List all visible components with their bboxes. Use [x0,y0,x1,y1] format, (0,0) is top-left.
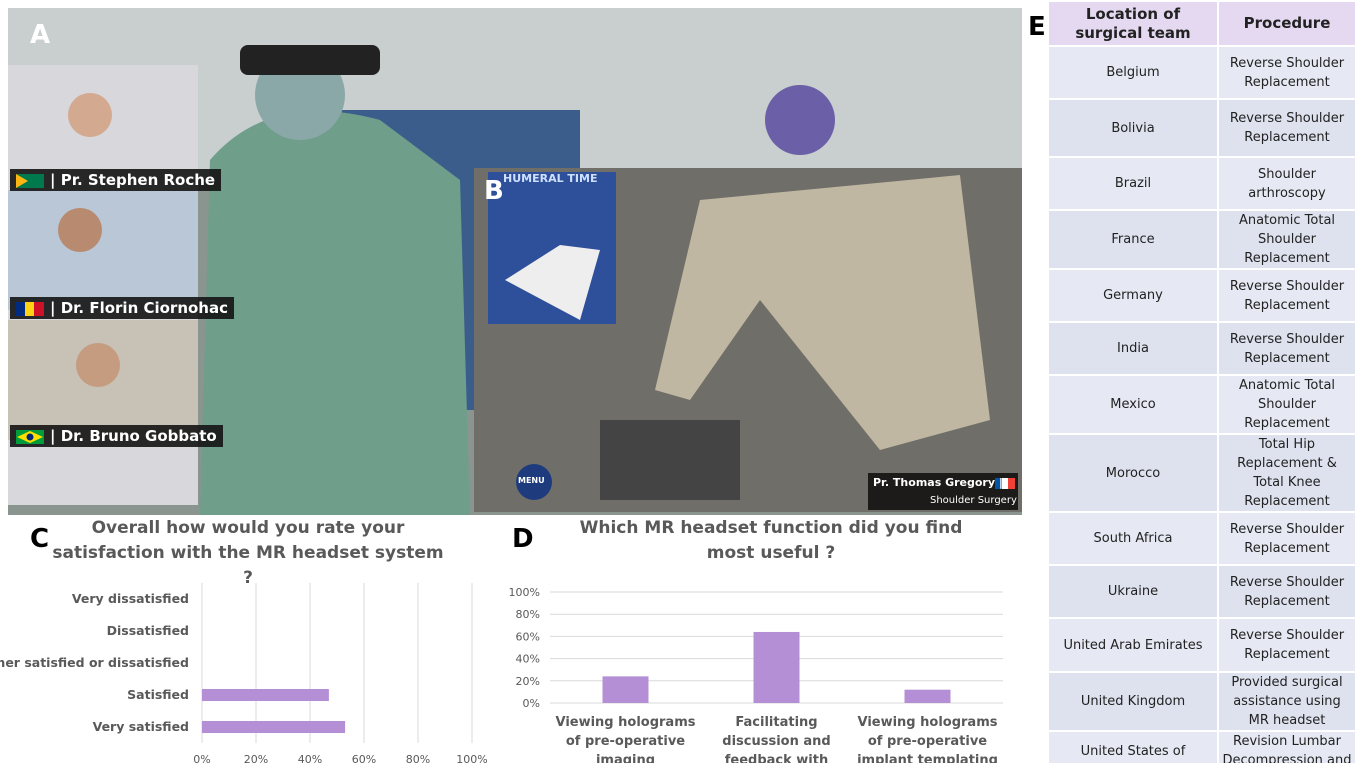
bar [603,676,649,703]
table-cell: Reverse Shoulder Replacement [1218,322,1356,375]
participant-face [68,93,112,137]
table-cell: United States of America [1048,731,1218,763]
table-cell: United Kingdom [1048,672,1218,731]
table-cell: Ukraine [1048,565,1218,618]
participant-name: | Dr. Florin Ciornohac [50,299,228,317]
y-tick-label: Satisfied [127,687,189,702]
panel-label: A [30,20,50,50]
y-tick-label: 0% [523,697,540,710]
y-tick-label: 100% [509,586,540,599]
y-tick-label: Very dissatisfied [72,591,189,606]
x-tick-label: Facilitating discussion and feedback wit… [702,713,852,763]
x-tick-label: 60% [352,753,376,763]
flag [16,174,44,188]
x-tick-label: 40% [298,753,322,763]
instrument [600,420,740,500]
header-cell: Location of surgical team [1048,1,1218,46]
chart-title: Overall how would you rate your satisfac… [48,516,448,591]
x-tick-label: 80% [406,753,430,763]
menu-label[interactable]: MENU [518,476,545,485]
bar [202,721,345,733]
x-tick-label: 20% [244,753,268,763]
x-tick-label: 100% [456,753,487,763]
table-cell: United Arab Emirates [1048,618,1218,672]
flag-stripe [1008,478,1015,489]
participant-face [76,343,120,387]
participant-face [58,208,102,252]
table-cell: Belgium [1048,46,1218,99]
participant-name: | Pr. Stephen Roche [50,171,215,189]
surgeon [200,111,470,515]
participant-tag: | Dr. Bruno Gobbato [10,425,223,447]
headset [240,45,380,75]
table-cell: Bolivia [1048,99,1218,157]
panel-label: B [484,176,504,206]
table-cell: Brazil [1048,157,1218,210]
bar [905,690,951,703]
participant-name: | Dr. Bruno Gobbato [50,427,217,445]
panel-label: E [1028,12,1046,42]
bar [754,632,800,703]
table-cell: Reverse Shoulder Replacement [1218,565,1356,618]
flag [16,302,44,316]
table-cell: Reverse Shoulder Replacement [1218,269,1356,322]
participant-tag: | Dr. Florin Ciornohac [10,297,234,319]
x-tick-label: Viewing holograms of pre-operative impla… [853,713,1003,763]
table-row: MexicoAnatomic Total Shoulder Replacemen… [1048,375,1356,434]
table-cell: Reverse Shoulder Replacement [1218,512,1356,565]
y-tick-label: Dissatisfied [107,623,189,638]
panel-label: D [512,524,534,554]
table-cell: Total Hip Replacement & Total Knee Repla… [1218,434,1356,512]
y-tick-label: Neither satisfied or dissatisfied [0,655,189,670]
panel-label: C [30,524,49,554]
chart-title: Which MR headset function did you find m… [571,516,971,566]
presenter-role: Shoulder Surgery [930,495,1017,506]
table-cell: Reverse Shoulder Replacement [1218,99,1356,157]
table-cell: South Africa [1048,512,1218,565]
table-cell: Germany [1048,269,1218,322]
participant-tag: | Pr. Stephen Roche [10,169,221,191]
header-cell: Procedure [1218,1,1356,46]
table-cell: France [1048,210,1218,269]
table-cell: Reverse Shoulder Replacement [1218,46,1356,99]
y-tick-label: 60% [516,630,540,643]
y-tick-label: 80% [516,608,540,621]
table-cell: Shoulder arthroscopy [1218,157,1356,210]
y-tick-label: 40% [516,653,540,666]
x-tick-label: Viewing holograms of pre-operative imagi… [551,713,701,763]
y-tick-label: Very satisfied [93,719,189,734]
table-cell: Revision Lumbar Decompression and Fusion [1218,731,1356,763]
presenter-name: Pr. Thomas Gregory | [873,476,1003,489]
y-tick-label: 20% [516,675,540,688]
table-cell: Anatomic Total Shoulder Replacement [1218,210,1356,269]
table-row: United States of AmericaRevision Lumbar … [1048,731,1356,763]
figure: 0% 20% 40% 60% 80% 100% Very dissatisfied Dissa… [0,0,1363,763]
table-cell: India [1048,322,1218,375]
participant-video [8,190,198,310]
assistant [765,85,835,155]
bar [202,689,329,701]
table-cell: Reverse Shoulder Replacement [1218,618,1356,672]
table-cell: Provided surgical assistance using MR he… [1218,672,1356,731]
table-cell: Anatomic Total Shoulder Replacement [1218,375,1356,434]
x-tick-label: 0% [193,753,210,763]
flag [16,430,44,444]
hologram-title: HUMERAL TIME [503,172,597,185]
table-cell: Mexico [1048,375,1218,434]
table-cell: Morocco [1048,434,1218,512]
